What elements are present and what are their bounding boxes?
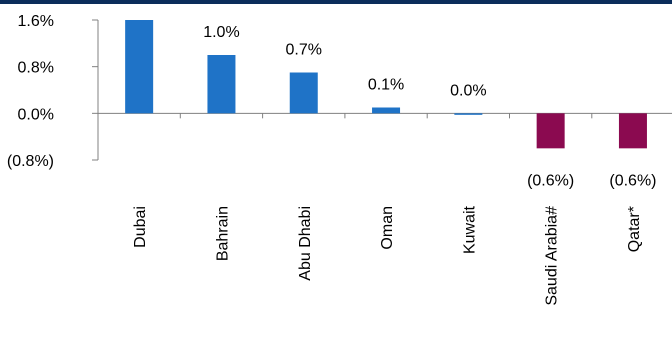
data-label: (0.6%)	[527, 172, 574, 189]
category-label: Dubai	[132, 206, 149, 248]
bars	[125, 20, 647, 149]
bar-saudi-arabia	[536, 113, 565, 149]
data-label: (0.6%)	[609, 172, 656, 189]
top-accent-bar	[0, 0, 672, 4]
labels: Dubai 1.0% Bahrain 0.7% Abu Dhabi 0.1% Oman 0.0…	[132, 24, 656, 306]
bar-bahrain	[207, 55, 236, 114]
bar-kuwait	[454, 113, 483, 115]
category-label: Abu Dhabi	[297, 206, 314, 281]
data-label: 0.1%	[368, 77, 404, 94]
bar-dubai	[125, 20, 154, 114]
category-label: Bahrain	[214, 206, 231, 261]
y-tick-label: 0.8%	[18, 60, 54, 77]
bar-abu-dhabi	[289, 72, 318, 114]
data-label: 1.0%	[203, 24, 239, 41]
y-tick-label: 0.0%	[18, 106, 54, 123]
data-label: 0.0%	[450, 82, 486, 99]
y-tick-label: (0.8%)	[7, 153, 54, 170]
axes: 1.6% 0.8% 0.0% (0.8%)	[7, 13, 672, 170]
bar-qatar	[618, 113, 647, 149]
bar-oman	[372, 107, 401, 114]
y-tick-label: 1.6%	[18, 13, 54, 30]
data-label: 0.7%	[286, 42, 322, 59]
category-label: Kuwait	[461, 205, 478, 254]
category-label: Oman	[379, 206, 396, 250]
category-label: Saudi Arabia#	[544, 206, 561, 306]
category-label: Qatar*	[626, 206, 643, 252]
